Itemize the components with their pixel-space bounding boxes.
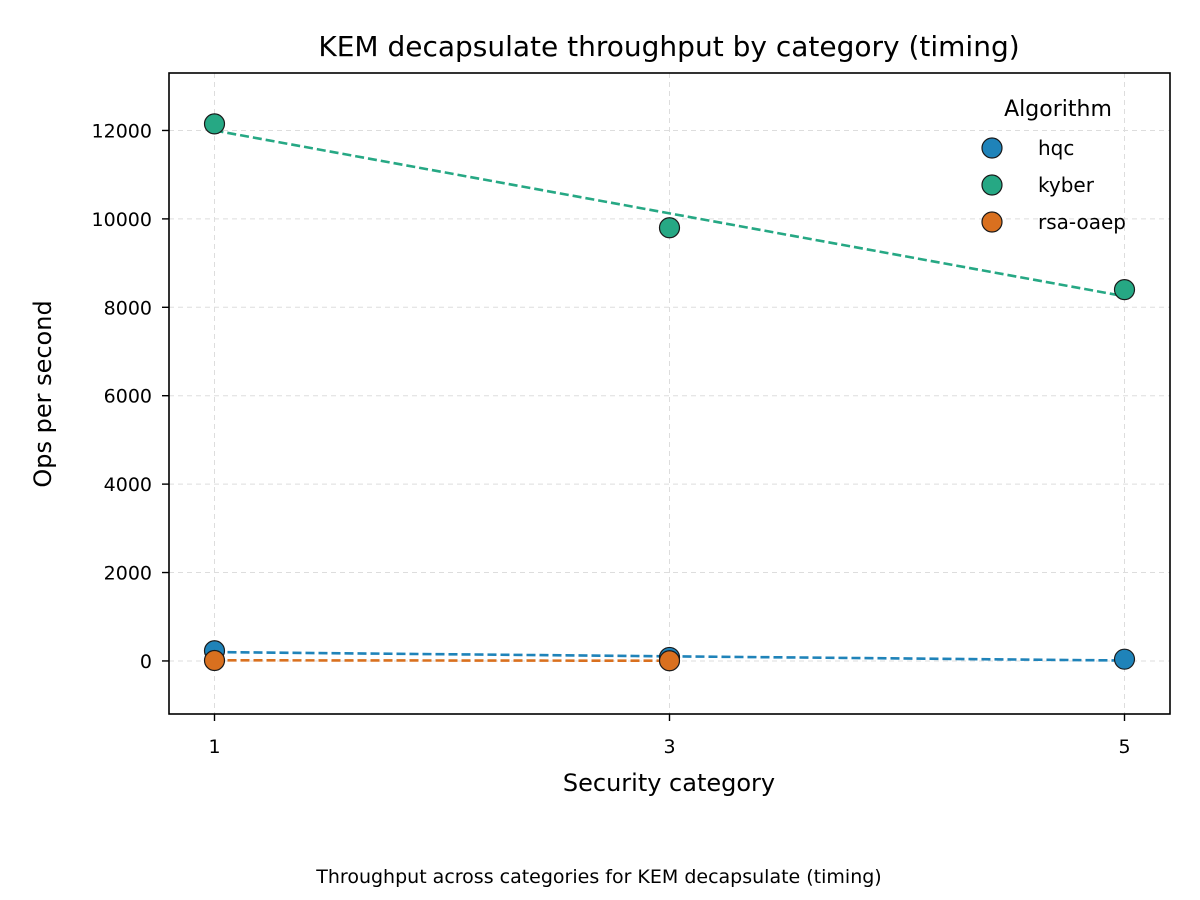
- y-tick-label: 4000: [104, 474, 152, 496]
- point-rsa-oaep: [658, 650, 681, 672]
- x-tick-label: 1: [208, 736, 220, 758]
- y-axis-label: Ops per second: [29, 300, 57, 487]
- chart-title: KEM decapsulate throughput by category (…: [318, 30, 1019, 63]
- point-kyber: [658, 217, 681, 239]
- y-axis-ticks: 0 2000 4000 6000 8000 10000 12000: [92, 120, 169, 673]
- legend-label-kyber: kyber: [1038, 173, 1095, 197]
- y-tick-label: 0: [140, 651, 152, 673]
- legend-label-hqc: hqc: [1038, 136, 1074, 160]
- legend-marker-rsa-oaep: [981, 211, 1003, 233]
- point-kyber: [1113, 279, 1136, 301]
- point-hqc: [1113, 648, 1136, 670]
- data-points: [203, 113, 1136, 672]
- legend-marker-hqc: [981, 137, 1003, 159]
- y-tick-label: 12000: [92, 120, 152, 142]
- y-tick-label: 2000: [104, 563, 152, 585]
- trend-line-kyber: [214, 129, 1125, 298]
- grid: [169, 73, 1170, 714]
- point-rsa-oaep: [203, 649, 226, 672]
- point-kyber: [203, 113, 226, 135]
- x-axis-label: Security category: [563, 769, 775, 797]
- x-tick-label: 3: [663, 736, 675, 758]
- x-tick-label: 5: [1118, 736, 1130, 758]
- y-tick-label: 8000: [104, 297, 152, 319]
- x-axis-ticks: 1 3 5: [208, 714, 1131, 758]
- figure-caption: Throughput across categories for KEM dec…: [0, 866, 1200, 888]
- y-tick-label: 10000: [92, 209, 152, 231]
- chart: KEM decapsulate throughput by category (…: [29, 30, 1171, 797]
- legend-marker-kyber: [981, 174, 1003, 196]
- legend-label-rsa-oaep: rsa-oaep: [1038, 210, 1126, 234]
- legend: Algorithm hqc kyber rsa-oaep: [981, 97, 1126, 234]
- legend-title: Algorithm: [1004, 97, 1112, 122]
- figure-caption-text: Throughput across categories for KEM dec…: [316, 866, 882, 888]
- y-tick-label: 6000: [104, 386, 152, 408]
